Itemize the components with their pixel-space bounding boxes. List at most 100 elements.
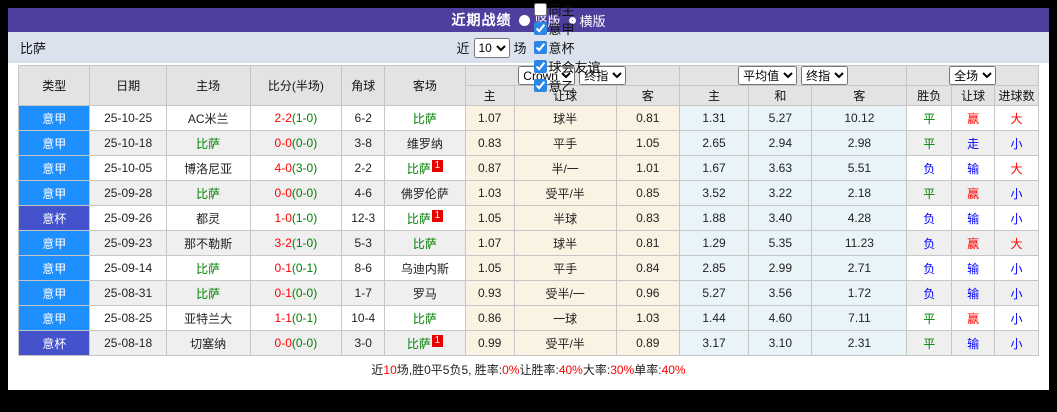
date-cell: 25-08-25	[89, 305, 167, 331]
footer-stat-label: 场,胜0平5负5, 胜率:	[396, 363, 503, 377]
recent-label: 近	[456, 41, 470, 56]
handicap-line: 受半/一	[513, 280, 617, 306]
away-team-cell: 维罗纳	[384, 130, 466, 156]
footer-stat-value: 30%	[610, 362, 635, 377]
col-header-score: 比分(半场)	[249, 65, 343, 106]
handicap-result-cell: 输	[951, 155, 996, 181]
europe-draw-odds: 5.27	[748, 105, 813, 131]
radio-horizontal-label[interactable]: 横版	[579, 13, 606, 29]
halftime-score: (1-0)	[291, 236, 318, 250]
filter-checkbox[interactable]	[533, 3, 547, 16]
footer-stat-value: 10	[383, 362, 397, 377]
match-rows: 意甲 25-10-25 AC米兰 2-2(1-0) 6-2 比萨 1.07 球半 0.81 1.3…	[17, 105, 1039, 356]
footer-stat-value: 40%	[661, 362, 686, 377]
europe-home-odds: 3.17	[678, 330, 750, 356]
match-row: 意甲 25-08-25 亚特兰大 1-1(0-1) 10-4 比萨 0.86 一球 1.03 1.…	[17, 305, 1039, 331]
league-badge: 意甲	[17, 105, 91, 131]
filter-checkbox[interactable]	[533, 60, 547, 73]
filter-checkbox-label: 球会友谊	[548, 60, 601, 75]
red-card-badge: 1	[431, 209, 443, 222]
europe-away-odds: 10.12	[811, 105, 908, 131]
result-cell: 平	[906, 105, 953, 131]
away-team-cell: 比萨 1	[384, 330, 466, 356]
away-team-cell: 比萨	[384, 230, 466, 256]
handicap-away-odds: 0.81	[615, 105, 680, 131]
radio-unselected-icon[interactable]	[568, 16, 576, 24]
away-team-cell: 佛罗伦萨	[384, 180, 466, 206]
corners-cell: 5-3	[341, 230, 386, 256]
result-scope-select[interactable]: 全场	[949, 66, 997, 85]
fulltime-score: 2-2	[274, 111, 292, 125]
fulltime-score: 1-0	[274, 211, 292, 225]
filter-checkbox-item[interactable]: 意甲	[527, 19, 601, 38]
result-cell: 负	[906, 205, 953, 231]
corners-cell: 1-7	[341, 280, 386, 306]
league-badge: 意甲	[17, 255, 91, 281]
date-cell: 25-09-23	[89, 230, 167, 256]
col-header-ah-result: 让球	[951, 85, 996, 106]
handicap-line: 一球	[513, 305, 617, 331]
match-row: 意甲 25-08-31 比萨 0-1(0-0) 1-7 罗马 0.93 受半/一 0.96 5.2…	[17, 280, 1039, 306]
team-name-text: 比萨	[412, 311, 437, 326]
europe-time-select[interactable]: 终指	[801, 66, 849, 85]
filter-checkbox[interactable]	[533, 22, 547, 35]
score-cell: 0-0(0-0)	[249, 330, 343, 356]
handicap-result-cell: 赢	[951, 305, 996, 331]
handicap-line: 受平/半	[513, 180, 617, 206]
team-name-text: 维罗纳	[406, 136, 443, 151]
filter-checkbox-item[interactable]: 同主	[527, 0, 601, 19]
col-header-result: 胜负	[906, 85, 953, 106]
match-row: 意杯 25-09-26 都灵 1-0(1-0) 12-3 比萨 1 1.05 半球 0.83 1.8…	[17, 205, 1039, 231]
team-name-text: 罗马	[412, 286, 437, 301]
handicap-away-odds: 0.85	[615, 180, 680, 206]
handicap-away-odds: 1.05	[615, 130, 680, 156]
team-name-text: 都灵	[196, 211, 221, 226]
filter-checkbox[interactable]	[533, 79, 547, 92]
col-header-eu-away: 客	[811, 85, 908, 106]
halftime-score: (3-0)	[291, 161, 318, 175]
filter-checkbox-item[interactable]: 球会友谊	[527, 57, 601, 76]
away-team-cell: 比萨 1	[384, 155, 466, 181]
odds-time-select[interactable]: 终指	[579, 66, 627, 85]
home-team-cell: 比萨	[165, 280, 251, 306]
col-header-type: 类型	[17, 65, 91, 106]
handicap-result-cell: 输	[951, 255, 996, 281]
corners-cell: 2-2	[341, 155, 386, 181]
handicap-line: 球半	[513, 230, 617, 256]
score-cell: 1-0(1-0)	[249, 205, 343, 231]
goals-result-cell: 小	[994, 205, 1039, 231]
footer-stat-value: 0%	[502, 362, 520, 377]
filter-checkbox-item[interactable]: 意杯	[527, 38, 601, 57]
team-name-text: 佛罗伦萨	[400, 186, 449, 201]
radio-selected-icon[interactable]	[519, 14, 531, 26]
europe-type-select[interactable]: 平均值	[738, 66, 798, 85]
radio-horizontal-layout[interactable]: 横版	[568, 11, 606, 30]
europe-home-odds: 5.27	[678, 280, 750, 306]
team-name-text: 比萨	[412, 111, 437, 126]
europe-away-odds: 7.11	[811, 305, 908, 331]
handicap-home-odds: 1.07	[464, 105, 515, 131]
col-header-date: 日期	[89, 65, 167, 106]
fulltime-score: 3-2	[274, 236, 292, 250]
filter-checkbox[interactable]	[533, 41, 547, 54]
filter-checkbox-item[interactable]: 意乙	[527, 76, 601, 95]
europe-home-odds: 1.44	[678, 305, 750, 331]
team-name-text: AC米兰	[187, 111, 229, 126]
date-cell: 25-09-26	[89, 205, 167, 231]
match-row: 意甲 25-10-18 比萨 0-0(0-0) 3-8 维罗纳 0.83 平手 1.05 2.65…	[17, 130, 1039, 156]
team-name-text: 乌迪内斯	[400, 261, 449, 276]
league-badge: 意甲	[17, 280, 91, 306]
halftime-score: (1-0)	[291, 111, 318, 125]
recent-count-select[interactable]: 10	[473, 37, 510, 58]
team-name-text: 比萨	[196, 286, 221, 301]
filter-checkbox-label: 意杯	[548, 41, 575, 56]
europe-home-odds: 1.88	[678, 205, 750, 231]
odds-source-select[interactable]: Crown	[518, 66, 576, 85]
corners-cell: 4-6	[341, 180, 386, 206]
date-cell: 25-10-25	[89, 105, 167, 131]
team-name-text: 比萨	[406, 161, 431, 176]
red-card-badge: 1	[431, 159, 443, 172]
halftime-score: (0-0)	[291, 186, 318, 200]
handicap-away-odds: 0.96	[615, 280, 680, 306]
europe-home-odds: 2.65	[678, 130, 750, 156]
